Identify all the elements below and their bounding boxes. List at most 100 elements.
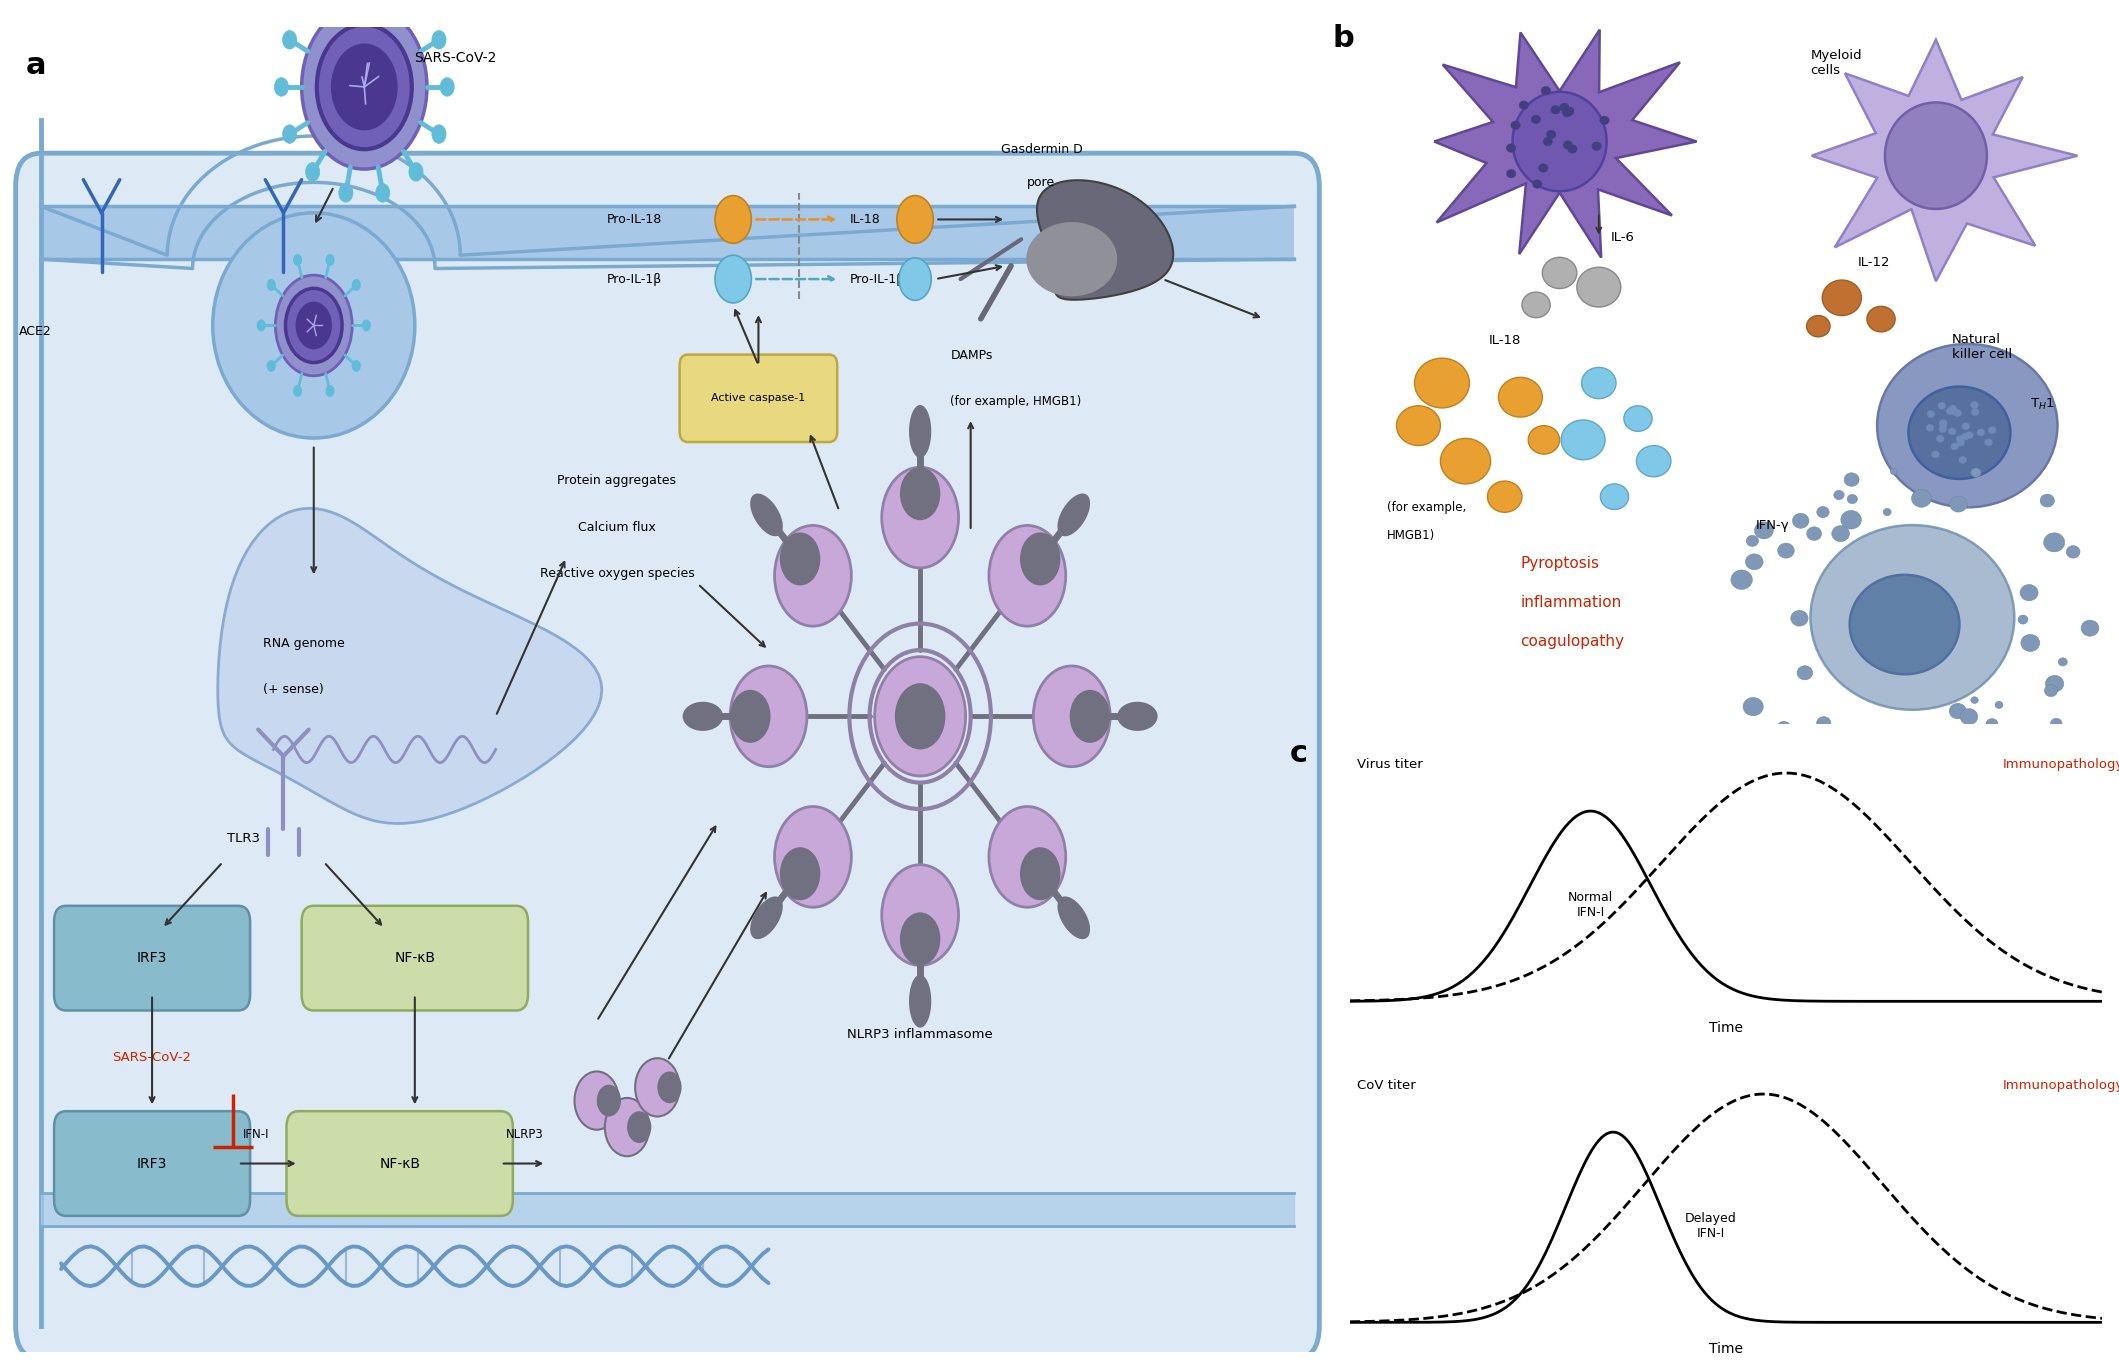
Circle shape	[776, 526, 852, 626]
Text: pore: pore	[1028, 176, 1055, 190]
Circle shape	[1841, 511, 1860, 529]
Circle shape	[882, 467, 958, 568]
Circle shape	[1971, 408, 1979, 415]
Circle shape	[1994, 701, 2002, 709]
Circle shape	[875, 657, 966, 776]
Text: CoV titer: CoV titer	[1358, 1079, 1415, 1091]
Circle shape	[1977, 429, 1986, 436]
Ellipse shape	[682, 702, 723, 731]
Circle shape	[574, 1071, 619, 1130]
Text: IL-18: IL-18	[850, 213, 879, 225]
Text: c: c	[1290, 739, 1307, 768]
Circle shape	[1867, 306, 1894, 332]
FancyBboxPatch shape	[55, 906, 250, 1011]
Circle shape	[780, 847, 820, 900]
Circle shape	[1835, 749, 1846, 758]
Circle shape	[714, 255, 752, 303]
Circle shape	[1926, 411, 1935, 418]
Circle shape	[1962, 433, 1969, 440]
Circle shape	[776, 806, 852, 907]
FancyBboxPatch shape	[680, 355, 837, 443]
Circle shape	[1791, 611, 1808, 626]
Circle shape	[1949, 404, 1956, 413]
Ellipse shape	[1057, 493, 1089, 537]
Circle shape	[990, 526, 1066, 626]
Text: NLRP3 inflammasome: NLRP3 inflammasome	[848, 1027, 994, 1041]
Circle shape	[1581, 367, 1617, 399]
Circle shape	[1543, 138, 1553, 146]
Circle shape	[1966, 432, 1973, 438]
Circle shape	[409, 0, 424, 11]
FancyBboxPatch shape	[55, 1111, 250, 1216]
Circle shape	[1600, 484, 1630, 510]
Text: Time: Time	[1708, 1020, 1744, 1035]
Circle shape	[882, 865, 958, 966]
Circle shape	[333, 45, 396, 130]
FancyBboxPatch shape	[301, 906, 528, 1011]
Circle shape	[1954, 410, 1962, 417]
Circle shape	[1897, 746, 1916, 762]
Ellipse shape	[1117, 702, 1157, 731]
Circle shape	[326, 385, 335, 398]
Circle shape	[1933, 451, 1939, 458]
Circle shape	[598, 1085, 621, 1116]
Text: IFN-γ: IFN-γ	[1755, 519, 1788, 531]
Circle shape	[1547, 130, 1555, 139]
Circle shape	[1564, 107, 1574, 116]
Circle shape	[256, 320, 265, 332]
Text: IRF3: IRF3	[138, 1157, 167, 1171]
Circle shape	[1939, 402, 1945, 410]
Circle shape	[1939, 421, 1947, 428]
Circle shape	[352, 279, 360, 291]
Circle shape	[1850, 575, 1960, 675]
Circle shape	[275, 275, 352, 376]
Circle shape	[326, 254, 335, 266]
Circle shape	[1415, 358, 1468, 408]
Circle shape	[1945, 407, 1954, 415]
Circle shape	[1019, 847, 1060, 900]
Circle shape	[1884, 508, 1890, 516]
Circle shape	[604, 1098, 648, 1156]
Text: Active caspase-1: Active caspase-1	[712, 393, 805, 403]
Text: (for example, HMGB1): (for example, HMGB1)	[951, 395, 1081, 408]
Circle shape	[1521, 292, 1551, 318]
Circle shape	[1877, 344, 2058, 507]
Text: Pro-IL-1β: Pro-IL-1β	[850, 273, 905, 285]
Circle shape	[1755, 522, 1774, 540]
Text: IL-18: IL-18	[1490, 333, 1521, 347]
Circle shape	[282, 30, 297, 49]
Circle shape	[1941, 725, 1956, 740]
Circle shape	[714, 195, 752, 243]
Ellipse shape	[909, 404, 930, 458]
Circle shape	[1731, 570, 1752, 590]
Circle shape	[1498, 377, 1543, 417]
Circle shape	[1519, 101, 1528, 109]
Circle shape	[1562, 108, 1572, 117]
Circle shape	[1988, 426, 1996, 433]
Circle shape	[2058, 658, 2068, 667]
Circle shape	[1939, 419, 1947, 426]
Circle shape	[1848, 494, 1858, 504]
Text: Immunopathology: Immunopathology	[2002, 1079, 2119, 1091]
Circle shape	[318, 25, 411, 149]
Circle shape	[990, 806, 1066, 907]
Circle shape	[2019, 585, 2038, 601]
Text: DAMPs: DAMPs	[951, 348, 994, 362]
Text: Protein aggregates: Protein aggregates	[557, 474, 676, 488]
Circle shape	[1019, 533, 1060, 586]
Circle shape	[273, 78, 288, 96]
Circle shape	[1816, 717, 1831, 729]
Ellipse shape	[1886, 102, 1988, 209]
Circle shape	[286, 288, 341, 362]
Text: NF-κB: NF-κB	[379, 1157, 420, 1171]
Text: NF-κB: NF-κB	[394, 951, 434, 966]
Circle shape	[1070, 690, 1110, 743]
Polygon shape	[1036, 180, 1174, 299]
Circle shape	[1636, 445, 1672, 477]
Text: TLR3: TLR3	[227, 832, 259, 846]
Text: Time: Time	[1708, 1341, 1744, 1356]
Circle shape	[1858, 744, 1875, 759]
Circle shape	[441, 78, 453, 96]
Text: Gasdermin D: Gasdermin D	[1000, 143, 1083, 156]
Circle shape	[432, 30, 445, 49]
